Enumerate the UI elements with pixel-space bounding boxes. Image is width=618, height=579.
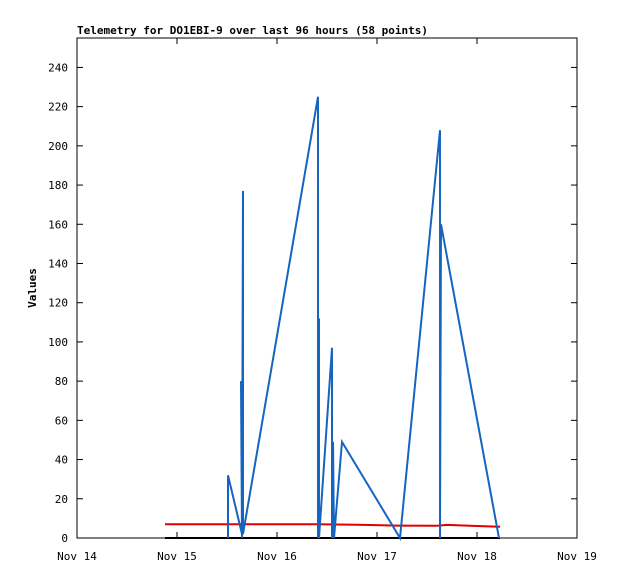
x-tick-label: Nov 18: [457, 550, 497, 563]
y-tick-label: 40: [55, 454, 68, 467]
y-tick-label: 200: [48, 140, 68, 153]
y-tick-label: 120: [48, 297, 68, 310]
x-tick-label: Nov 15: [157, 550, 197, 563]
y-tick-label: 60: [55, 414, 68, 427]
y-tick-label: 240: [48, 61, 68, 74]
y-tick-label: 80: [55, 375, 68, 388]
line-series: [165, 523, 501, 528]
chart-title: Telemetry for DO1EBI-9 over last 96 hour…: [77, 24, 428, 37]
x-tick-label: Nov 17: [357, 550, 397, 563]
y-tick-label: 100: [48, 336, 68, 349]
x-tick-label: Nov 16: [257, 550, 297, 563]
x-tick-label: Nov 19: [557, 550, 597, 563]
y-tick-label: 140: [48, 257, 68, 270]
y-tick-label: 180: [48, 179, 68, 192]
y-tick-label: 0: [61, 532, 68, 545]
y-axis-label: Values: [26, 268, 39, 308]
line-series: [227, 96, 500, 542]
y-tick-label: 20: [55, 493, 68, 506]
plot-frame: [76, 37, 578, 539]
y-tick-label: 160: [48, 218, 68, 231]
x-tick-label: Nov 14: [57, 550, 97, 563]
y-tick-label: 220: [48, 101, 68, 114]
